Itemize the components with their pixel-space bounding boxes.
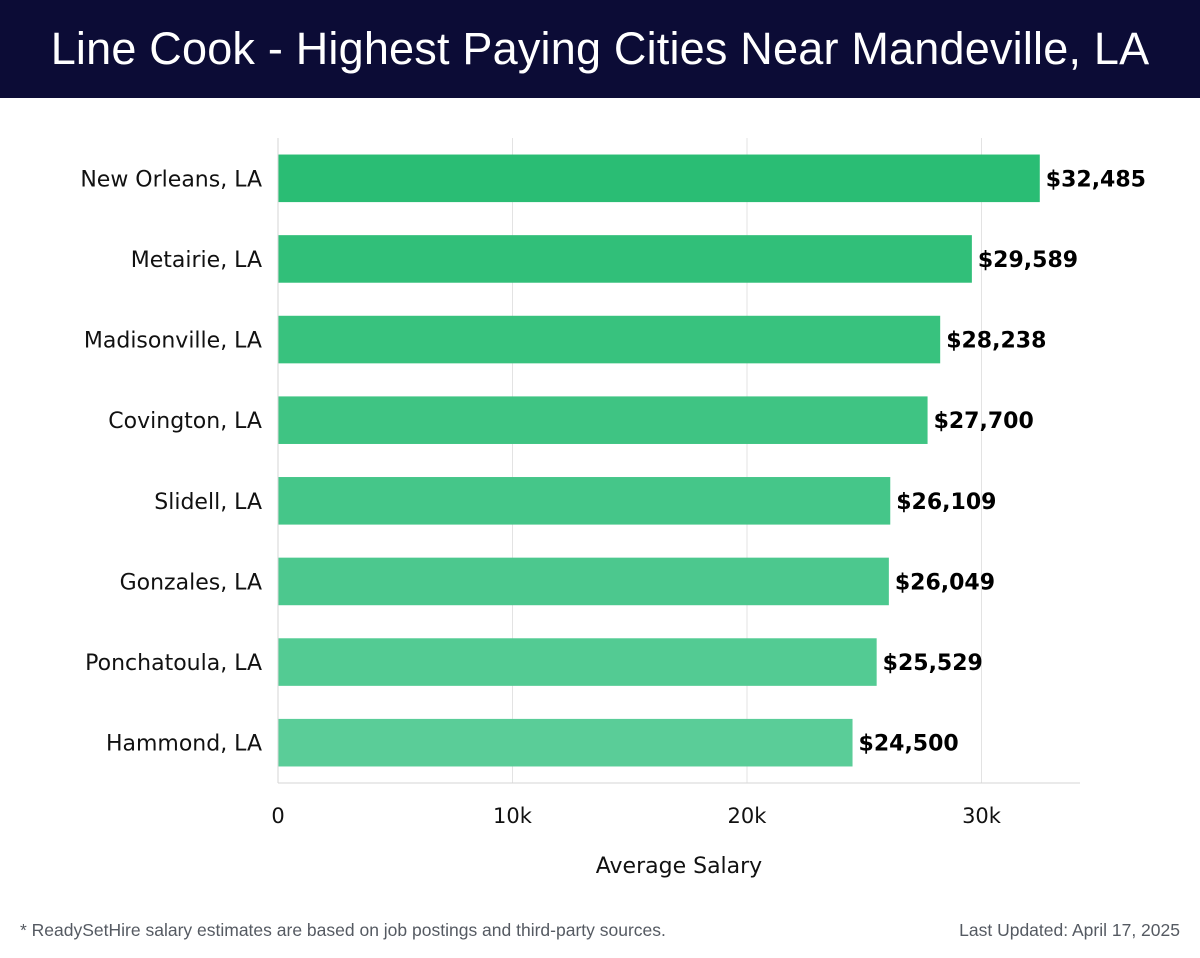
last-updated: Last Updated: April 17, 2025 xyxy=(959,920,1180,940)
bar xyxy=(278,235,972,283)
category-label: Madisonville, LA xyxy=(84,329,262,354)
footnote: * ReadySetHire salary estimates are base… xyxy=(20,920,666,940)
category-label: Slidell, LA xyxy=(154,490,262,515)
data-label: $24,500 xyxy=(859,732,959,757)
category-label: Hammond, LA xyxy=(106,732,262,757)
x-axis-label: Average Salary xyxy=(596,854,762,879)
bar xyxy=(278,477,891,525)
data-label: $25,529 xyxy=(883,651,983,676)
category-label: Metairie, LA xyxy=(131,248,262,273)
bar-chart: New Orleans, LA $32,485 Metairie, LA $29,58… xyxy=(80,138,1146,879)
x-tick-label: 0 xyxy=(271,804,284,828)
chart-title: Line Cook - Highest Paying Cities Near M… xyxy=(50,23,1150,74)
category-label: Ponchatoula, LA xyxy=(85,651,262,676)
bar xyxy=(278,315,941,364)
x-tick-label: 10k xyxy=(493,804,533,828)
data-label: $27,700 xyxy=(934,409,1034,434)
data-label: $29,589 xyxy=(978,248,1078,273)
data-label: $26,109 xyxy=(896,490,996,515)
data-label: $32,485 xyxy=(1046,167,1146,192)
chart-header: Line Cook - Highest Paying Cities Near M… xyxy=(0,0,1200,98)
bar xyxy=(278,638,877,686)
bar xyxy=(278,718,853,767)
category-label: Gonzales, LA xyxy=(120,570,262,595)
x-tick-label: 30k xyxy=(962,804,1002,828)
bar xyxy=(278,154,1040,203)
chart-footer: * ReadySetHire salary estimates are base… xyxy=(0,916,1200,946)
data-label: $26,049 xyxy=(895,570,995,595)
bar xyxy=(278,396,928,444)
x-tick-label: 20k xyxy=(728,804,768,828)
bar xyxy=(278,557,889,606)
category-label: Covington, LA xyxy=(108,409,262,434)
category-label: New Orleans, LA xyxy=(80,167,262,192)
data-label: $28,238 xyxy=(946,329,1046,354)
